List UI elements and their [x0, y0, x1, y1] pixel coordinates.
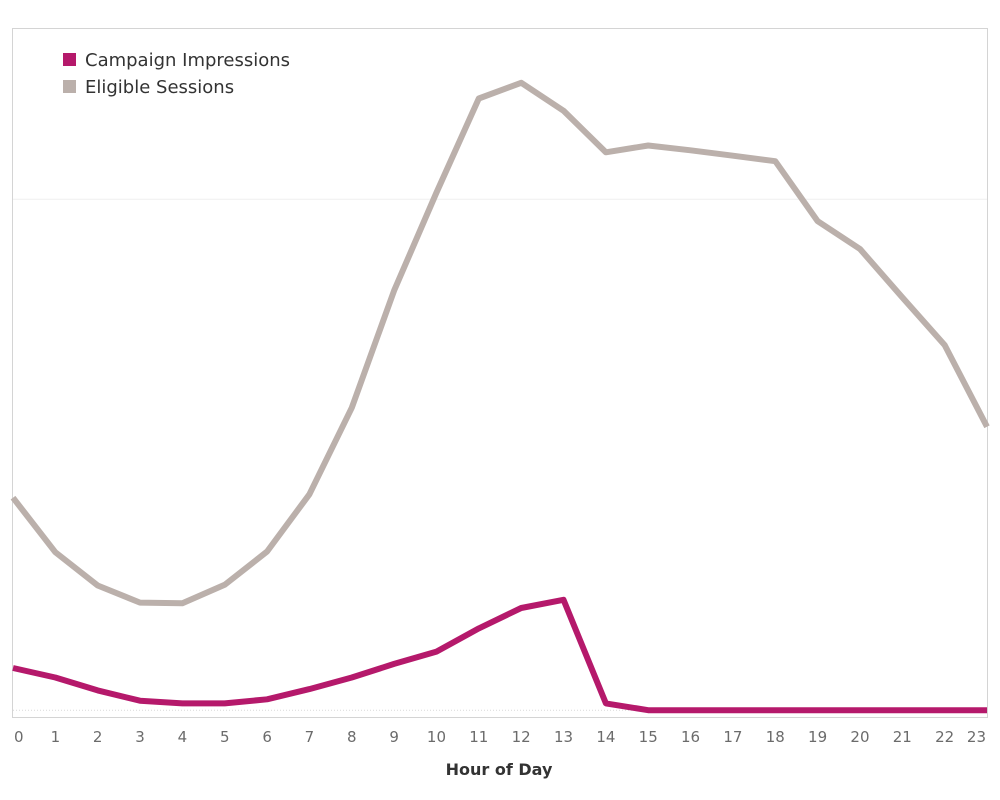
legend-label-campaign-impressions: Campaign Impressions — [85, 50, 290, 71]
x-tick-label-8: 8 — [347, 728, 357, 746]
x-tick-label-23: 23 — [967, 728, 986, 746]
plot-area — [12, 28, 988, 718]
x-tick-label-20: 20 — [850, 728, 869, 746]
series-line-campaign-impressions — [12, 596, 987, 714]
x-tick-label-9: 9 — [389, 728, 399, 746]
x-tick-label-4: 4 — [178, 728, 188, 746]
legend: Campaign Impressions Eligible Sessions — [63, 50, 290, 98]
x-tick-label-12: 12 — [512, 728, 531, 746]
x-tick-label-1: 1 — [51, 728, 61, 746]
x-tick-label-21: 21 — [893, 728, 912, 746]
x-tick-label-13: 13 — [554, 728, 573, 746]
series-line-eligible-sessions — [10, 79, 990, 607]
legend-swatch-campaign-impressions — [63, 53, 76, 66]
x-tick-label-3: 3 — [135, 728, 145, 746]
legend-swatch-eligible-sessions — [63, 80, 76, 93]
x-axis-label: Hour of Day — [446, 760, 553, 779]
x-tick-label-14: 14 — [596, 728, 615, 746]
x-tick-label-18: 18 — [766, 728, 785, 746]
x-tick-label-19: 19 — [808, 728, 827, 746]
x-axis-ticks: 0 1 2 3 4 5 6 7 8 9 10 11 12 13 14 15 16 17 18 19 20 21 22 23 — [14, 728, 986, 746]
x-tick-label-10: 10 — [427, 728, 446, 746]
gridlines — [13, 198, 987, 711]
legend-label-eligible-sessions: Eligible Sessions — [85, 77, 234, 98]
x-tick-label-0: 0 — [14, 728, 24, 746]
x-tick-label-17: 17 — [723, 728, 742, 746]
series-lines — [10, 79, 990, 714]
x-tick-label-15: 15 — [639, 728, 658, 746]
x-tick-label-5: 5 — [220, 728, 230, 746]
x-tick-label-11: 11 — [469, 728, 488, 746]
x-tick-label-16: 16 — [681, 728, 700, 746]
x-tick-label-6: 6 — [262, 728, 272, 746]
x-tick-label-7: 7 — [305, 728, 315, 746]
x-tick-label-22: 22 — [935, 728, 954, 746]
x-tick-label-2: 2 — [93, 728, 103, 746]
